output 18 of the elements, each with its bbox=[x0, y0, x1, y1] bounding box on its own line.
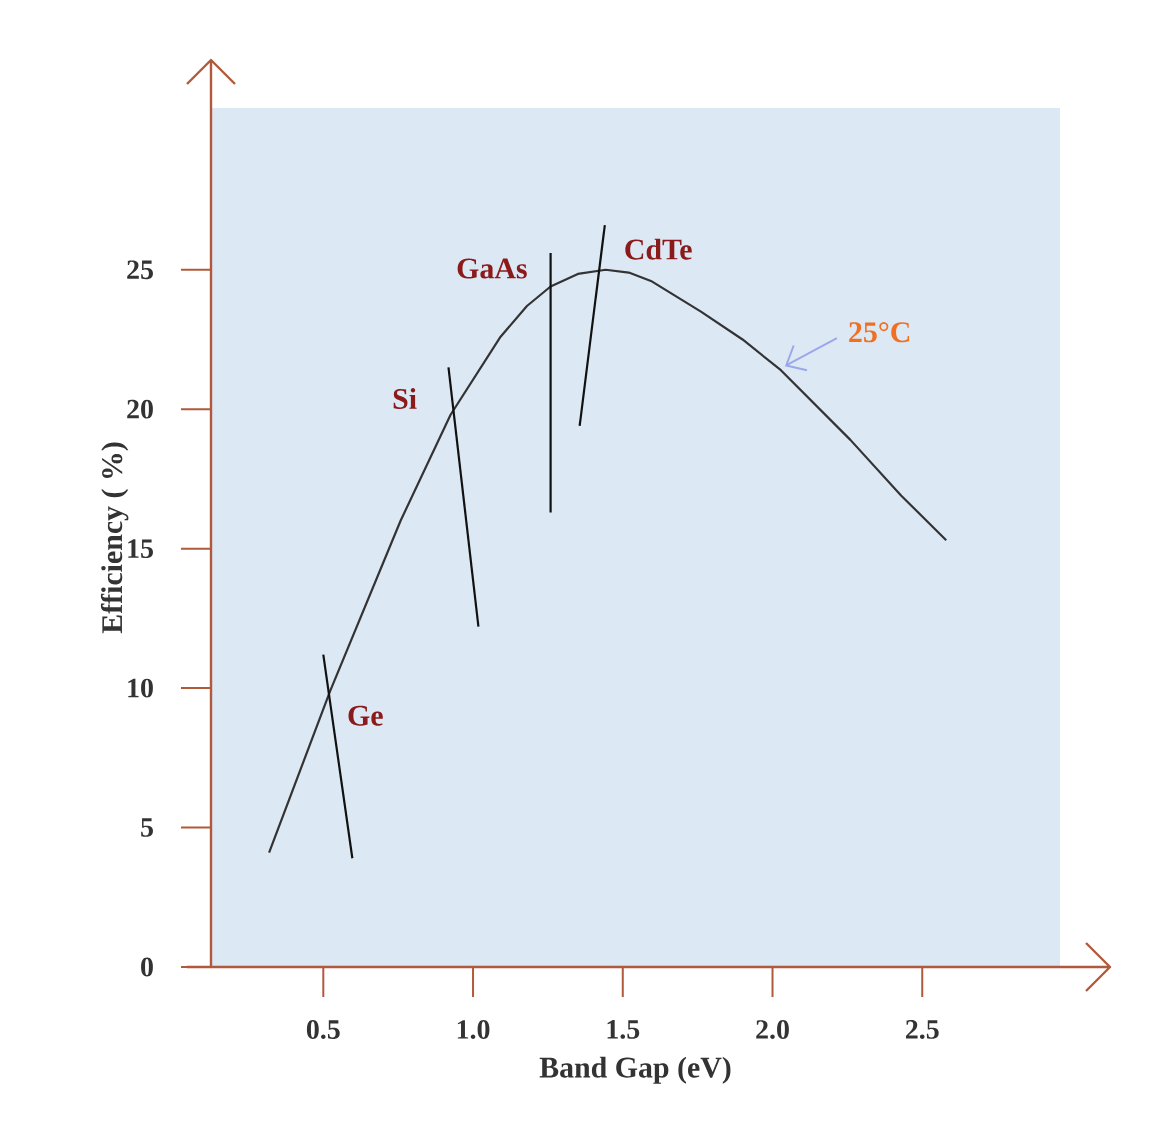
x-axis-title: Band Gap (eV) bbox=[539, 1056, 731, 1084]
y-axis-title: Efficiency ( %) bbox=[100, 442, 129, 634]
annotation: 25°C bbox=[849, 322, 910, 343]
y-tick-label: 25 bbox=[127, 260, 153, 280]
x-tick-label: 2.0 bbox=[756, 1020, 789, 1039]
y-tick-label: 0 bbox=[141, 957, 153, 977]
y-tick-label: 15 bbox=[128, 539, 153, 559]
x-tick-label: 1.5 bbox=[607, 1020, 640, 1039]
x-tick-label: 1.0 bbox=[457, 1020, 490, 1039]
x-tick-label: 2.5 bbox=[905, 1020, 939, 1039]
series-label: GaAs bbox=[457, 258, 527, 279]
y-tick-label: 10 bbox=[128, 678, 153, 698]
series-label: Ge bbox=[348, 705, 383, 726]
series-label: CdTe bbox=[625, 238, 692, 260]
x-tick-label: 0.5 bbox=[306, 1020, 340, 1039]
series-label: Si bbox=[393, 388, 417, 409]
y-tick-label: 5 bbox=[141, 818, 153, 837]
y-tick-label: 20 bbox=[127, 399, 153, 419]
